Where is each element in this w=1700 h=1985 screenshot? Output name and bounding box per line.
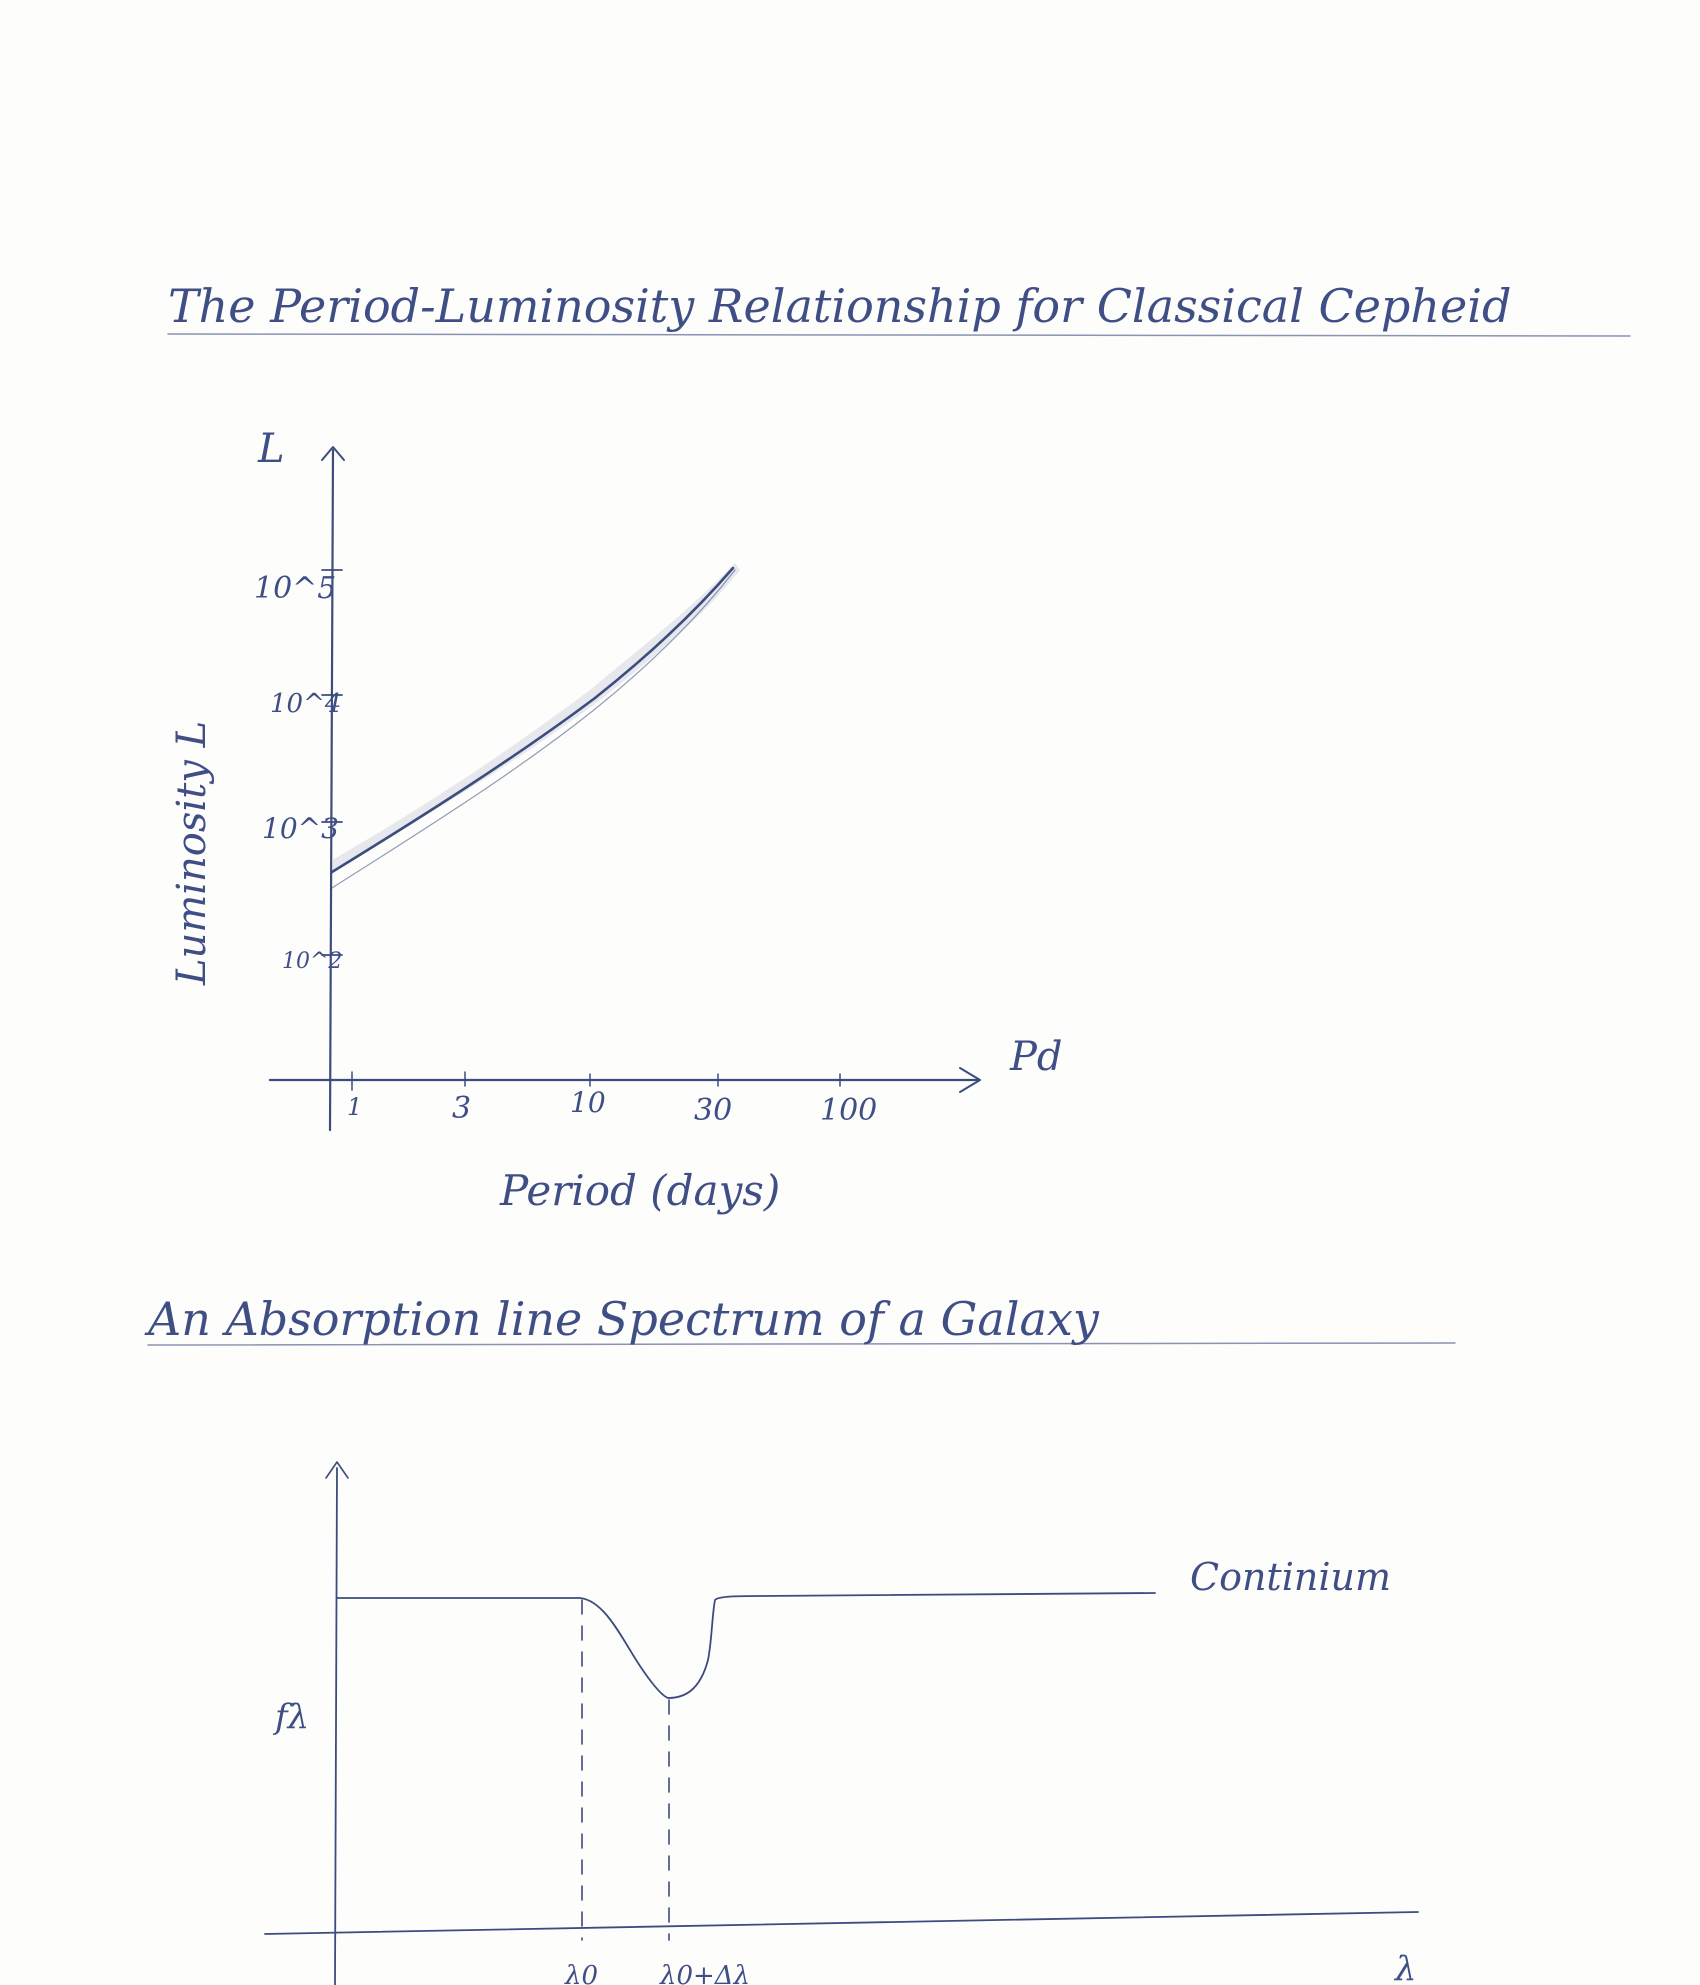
y-ticks [321, 569, 343, 956]
x-axis-label: Period (days) [499, 1166, 780, 1215]
x-tick-lambda0: λ0 [564, 1961, 598, 1985]
x-axis-2-letter: λ [1393, 1949, 1417, 1985]
continuum-label: Continium [1190, 1555, 1391, 1599]
x-tick-lambda0-dlambda: λ0+Δλ [659, 1961, 750, 1985]
x-axis-2 [264, 1911, 1419, 1935]
chart-1: L Pd 10^5 10^4 10^3 10^2 1 3 10 30 100 [169, 426, 1063, 1215]
y-axis [328, 448, 335, 1132]
y-tick-1e5: 10^5 [254, 571, 336, 606]
pl-band [332, 563, 740, 870]
y-axis-2-label: fλ [272, 1697, 309, 1737]
title-absorption-spectrum: An Absorption line Spectrum of a Galaxy [144, 1292, 1100, 1346]
y-axis-2 [334, 1467, 338, 1985]
y-tick-1e4: 10^4 [270, 689, 341, 719]
y-axis-2-arrow [325, 1461, 349, 1479]
x-tick-10: 10 [570, 1086, 606, 1119]
pl-curve [330, 566, 735, 874]
title-1-underline [167, 333, 1631, 337]
y-axis-arrow [321, 446, 345, 461]
x-tick-100: 100 [820, 1093, 877, 1128]
title-2-underline [147, 1342, 1456, 1346]
y-tick-1e3: 10^3 [262, 812, 339, 845]
x-tick-1: 1 [347, 1093, 362, 1121]
y-axis-letter: L [257, 426, 285, 472]
x-axis-letter: Pd [1009, 1034, 1063, 1080]
x-tick-30: 30 [694, 1093, 732, 1128]
y-tick-1e2: 10^2 [282, 949, 342, 974]
title-period-luminosity: The Period-Luminosity Relationship for C… [168, 279, 1511, 333]
chart-2: Continium fλ λ λ0 λ0+Δλ [264, 1461, 1419, 1985]
x-tick-3: 3 [452, 1091, 471, 1126]
y-axis-label: Luminosity L [169, 721, 215, 986]
x-axis-arrow [959, 1067, 981, 1093]
x-ticks [351, 1071, 841, 1091]
spectrum-line [336, 1592, 1156, 1699]
pl-band-edge [331, 569, 736, 889]
